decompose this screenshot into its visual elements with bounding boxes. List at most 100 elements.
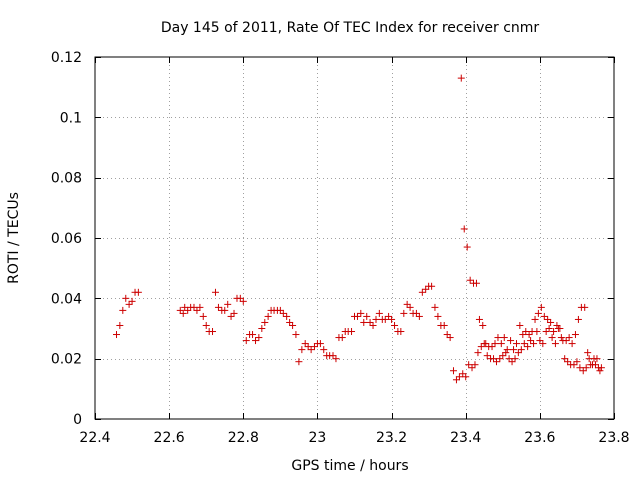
data-point [176,306,184,314]
data-point [500,334,508,342]
data-point [474,349,482,357]
data-point [536,337,544,345]
data-point [418,288,426,296]
data-point [202,321,210,329]
data-point [446,334,454,342]
data-point [295,358,303,366]
data-point [403,300,411,308]
data-point [224,300,232,308]
data-point [261,318,269,326]
data-point [428,282,436,290]
data-point [366,318,374,326]
data-point [125,300,133,308]
data-point [397,328,405,336]
y-axis-label: ROTI / TECUs [6,192,22,284]
y-tick-labels: 0 0.02 0.04 0.06 0.08 0.1 0.12 [51,50,82,428]
data-point [199,312,207,320]
axis-ticks [95,57,615,420]
data-point [119,306,127,314]
x-tick-label: 23 [309,430,327,446]
data-point [279,309,287,317]
data-point [502,349,510,357]
data-point [491,340,499,348]
data-point [494,334,502,342]
data-point [531,315,539,323]
data-point [570,361,578,369]
data-point [209,328,217,336]
data-point [298,346,306,354]
data-point [113,331,121,339]
data-point [561,355,569,363]
data-point [568,340,576,348]
data-point [422,285,430,293]
x-tick-label: 22.8 [228,430,259,446]
data-point [564,358,572,366]
data-point [320,346,328,354]
data-point [372,315,380,323]
data-point [307,346,315,354]
data-point [539,340,547,348]
data-point [230,309,238,317]
data-point [457,74,465,82]
data-point [236,294,244,302]
y-tick-label: 0.06 [51,231,82,247]
data-point [471,361,479,369]
data-point [181,303,189,311]
data-point [465,361,473,369]
data-point [519,331,527,339]
data-point [211,288,219,296]
chart-title: Day 145 of 2011, Rate Of TEC Index for r… [161,20,540,36]
y-tick-label: 0.02 [51,352,82,368]
data-point [533,328,541,336]
data-point [122,294,130,302]
data-point [582,364,590,372]
data-point [545,325,553,332]
data-point [488,343,496,351]
data-point [415,312,423,320]
data-point [553,321,561,329]
data-point [547,318,555,326]
x-tick-label: 23.8 [598,430,629,446]
data-points [113,74,605,384]
data-point [363,312,371,320]
data-point [455,373,463,381]
data-point [329,352,337,360]
data-point [179,309,187,317]
data-point [252,337,260,345]
data-point [128,297,136,305]
data-point [286,318,294,326]
data-point [482,340,490,348]
x-tick-label: 23.4 [450,430,481,446]
data-point [463,243,471,251]
data-point [301,340,309,348]
data-point [479,321,487,329]
x-axis-label: GPS time / hours [291,458,408,474]
data-point [579,367,587,375]
data-point [440,321,448,329]
y-tick-label: 0.12 [51,50,82,66]
data-point [562,337,570,345]
data-point [497,340,505,348]
data-point [357,309,365,317]
data-point [551,340,559,348]
data-point [571,331,579,339]
data-point [264,312,272,320]
y-tick-label: 0 [73,412,82,428]
data-point [289,321,297,329]
data-point [530,340,538,348]
data-point [597,364,605,372]
data-point [460,225,468,233]
data-point [584,349,592,357]
data-point [548,334,556,342]
data-point [490,355,498,363]
data-point [534,309,542,317]
data-point [276,306,284,314]
plot-frame [94,56,615,420]
data-point [499,352,507,360]
data-point [503,346,511,354]
data-point [190,303,198,311]
data-point [522,328,530,336]
data-point [214,303,222,311]
y-tick-label: 0.04 [51,291,82,307]
